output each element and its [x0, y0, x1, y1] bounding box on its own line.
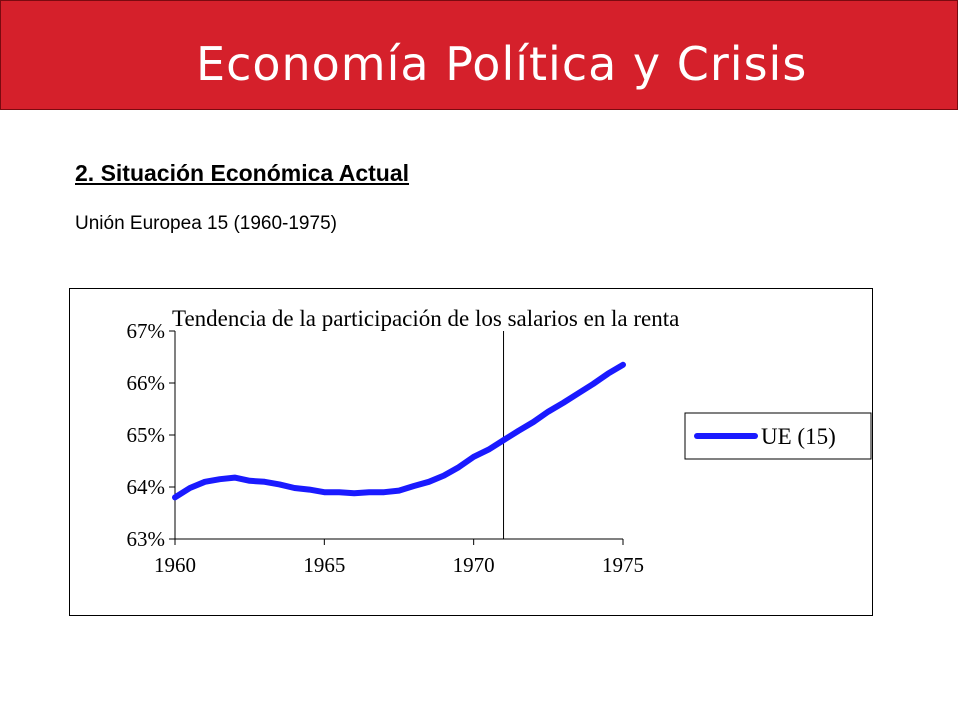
y-tick-label: 64% [127, 475, 166, 499]
page-title: Economía Política y Crisis [196, 37, 808, 91]
y-tick-label: 65% [127, 423, 166, 447]
y-tick-label: 63% [127, 527, 166, 551]
x-tick-label: 1975 [602, 553, 644, 577]
series-line [172, 361, 626, 501]
y-tick-label: 67% [127, 319, 166, 343]
chart-frame: Tendencia de la participación de los sal… [69, 288, 873, 616]
section-subtitle: Unión Europea 15 (1960-1975) [75, 213, 337, 234]
chart-title: Tendencia de la participación de los sal… [172, 306, 679, 331]
section-heading: 2. Situación Económica Actual [75, 160, 410, 186]
x-tick-label: 1970 [453, 553, 495, 577]
header-bar: Economía Política y Crisis [0, 0, 958, 110]
line-chart: Tendencia de la participación de los sal… [127, 306, 872, 577]
x-tick-label: 1965 [303, 553, 345, 577]
x-tick-label: 1960 [154, 553, 196, 577]
legend-label: UE (15) [761, 424, 836, 449]
y-tick-label: 66% [127, 371, 166, 395]
